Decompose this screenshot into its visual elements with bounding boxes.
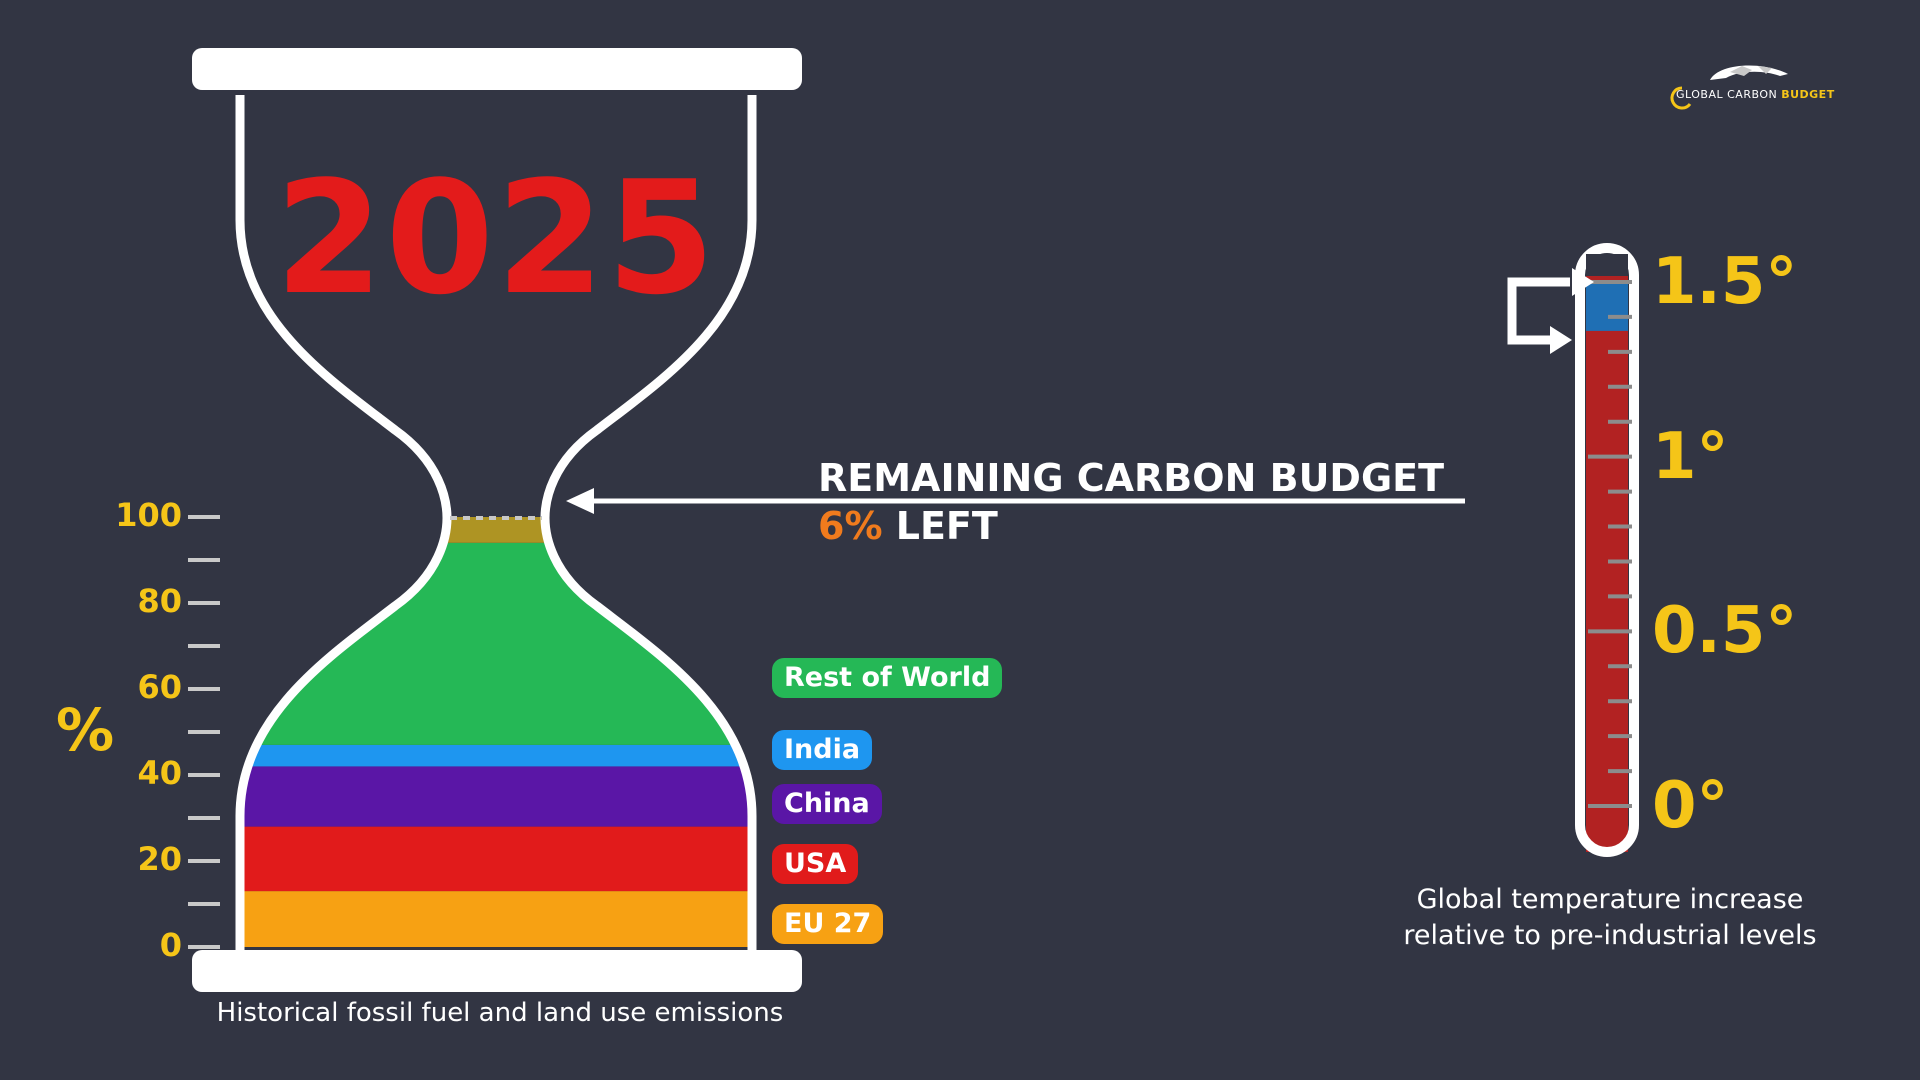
budget-annotation-subtitle: 6% LEFT: [818, 504, 998, 548]
legend-china: China: [772, 784, 882, 824]
temp-tick-label-1: 1°: [1652, 419, 1729, 494]
y-tick-label-80: 80: [137, 582, 182, 620]
thermometer-caption-line1: Global temperature increase: [1416, 884, 1804, 915]
temp-tick-label-0: 0°: [1652, 769, 1729, 843]
hourglass-band-usa: [240, 826, 752, 892]
chart-title-year: 2025: [274, 147, 718, 329]
y-axis-label: %: [56, 696, 115, 764]
y-tick-label-40: 40: [137, 754, 182, 792]
thermometer-top-gap: [1586, 254, 1628, 276]
temp-tick-label-1-5: 1.5°: [1652, 245, 1798, 319]
budget-annotation-title: REMAINING CARBON BUDGET: [818, 456, 1445, 500]
hourglass-band-remaining-carbon-budget: [240, 517, 752, 543]
temp-tick-label-0-5: 0.5°: [1652, 594, 1798, 669]
budget-percent: 6%: [818, 504, 883, 548]
hourglass-outline: [235, 95, 757, 950]
legend-india: India: [772, 730, 873, 770]
thermometer-caption-line2: relative to pre-industrial levels: [1403, 920, 1817, 951]
hourglass-band-china: [240, 766, 752, 827]
legend-rest-of-world: Rest of World: [772, 658, 1003, 698]
globe-logo-icon: [1670, 65, 1788, 110]
logo-text: GLOBAL CARBON BUDGET: [1676, 88, 1835, 101]
thermometer-outline: [1575, 243, 1639, 857]
hourglass-caption: Historical fossil fuel and land use emis…: [216, 998, 784, 1028]
thermo-bracket: [1507, 268, 1594, 354]
hourglass-band-rest-of-world: [240, 542, 752, 745]
thermometer-caption: Global temperature increase relative to …: [1380, 882, 1840, 954]
hourglass-top-cap: [192, 48, 802, 90]
legend-usa: USA: [772, 844, 859, 884]
y-tick-label-20: 20: [137, 840, 182, 878]
budget-suffix: LEFT: [895, 504, 998, 548]
budget-arrow: [566, 488, 1465, 514]
hourglass-band-india: [240, 744, 752, 767]
hourglass-bottom-cap: [192, 950, 802, 992]
y-tick-label-0: 0: [159, 926, 182, 964]
hourglass-band-eu-27: [240, 891, 752, 947]
y-tick-label-60: 60: [137, 668, 182, 706]
thermometer-remaining: [1586, 282, 1628, 331]
legend-eu-27: EU 27: [772, 904, 884, 944]
y-tick-label-100: 100: [115, 496, 182, 534]
